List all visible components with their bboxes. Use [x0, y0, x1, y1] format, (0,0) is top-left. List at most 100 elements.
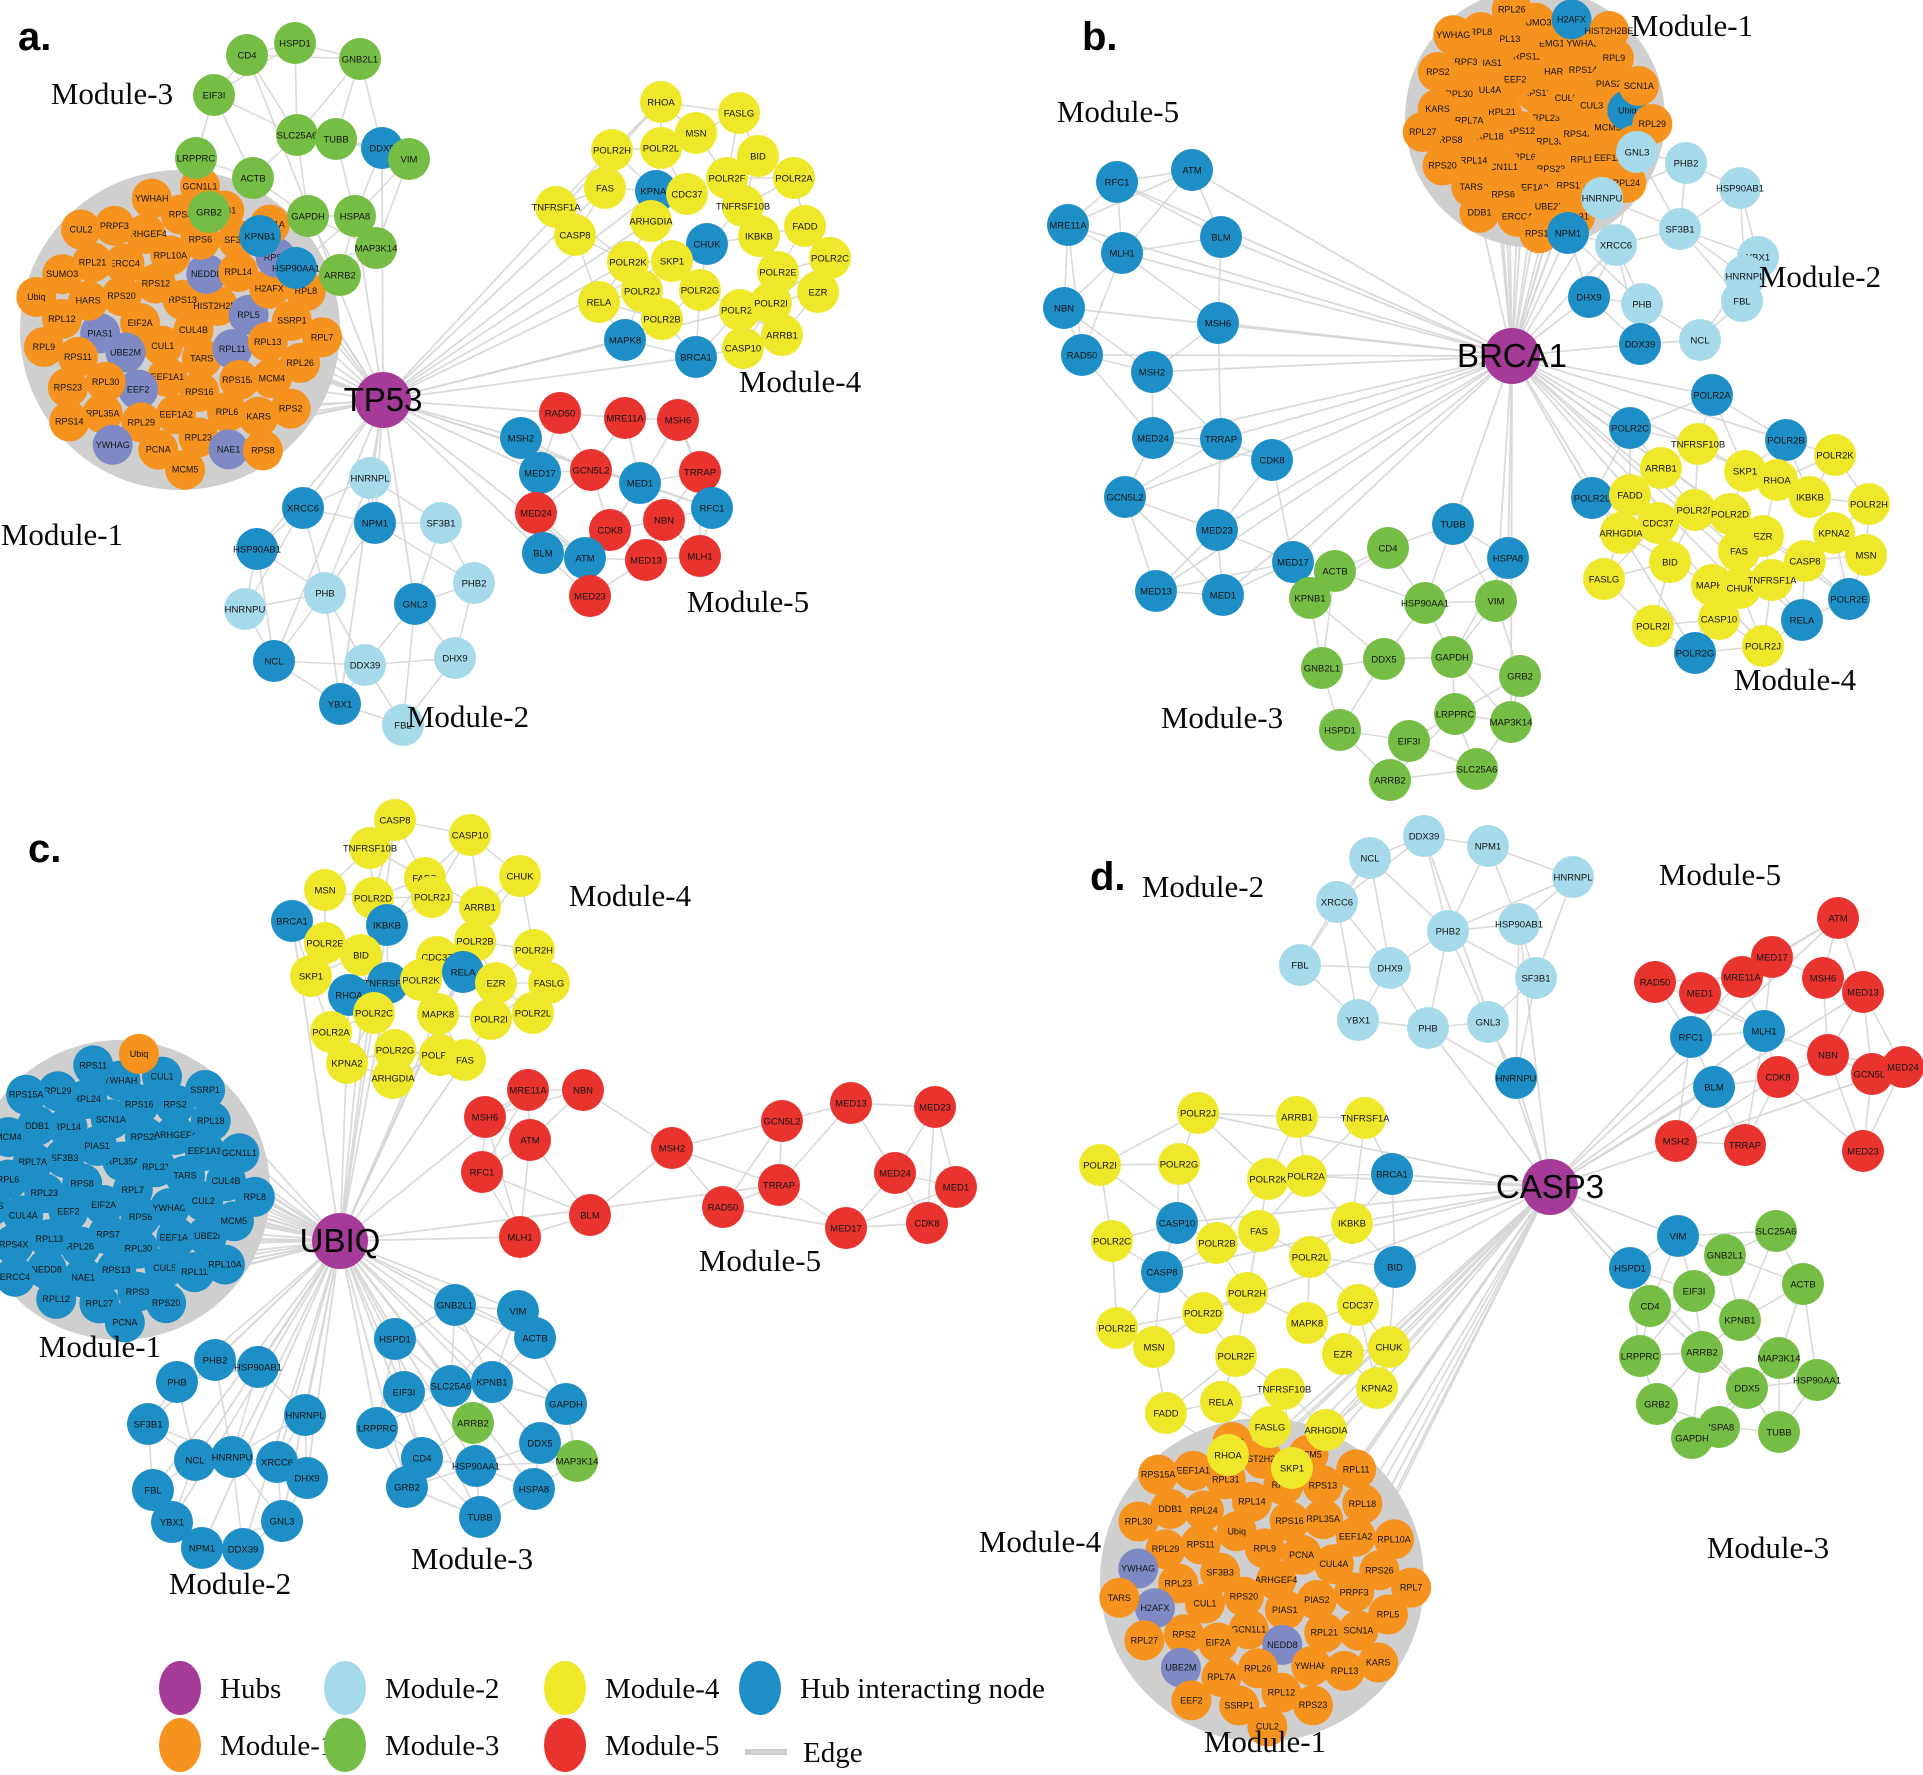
- svg-text:LRPPRC: LRPPRC: [177, 154, 216, 165]
- svg-text:POLR2A: POLR2A: [775, 174, 813, 185]
- svg-text:NCL: NCL: [185, 1456, 204, 1467]
- node-MED24: MED24: [1132, 417, 1174, 459]
- node-RPL27: RPL27: [1124, 1620, 1165, 1661]
- node-KPNB1: KPNB1: [239, 215, 281, 257]
- node-HSPA8: HSPA8: [1487, 537, 1529, 579]
- svg-text:POLR2I: POLR2I: [474, 1015, 508, 1026]
- svg-text:RFC1: RFC1: [1679, 1033, 1704, 1044]
- node-MED17: MED17: [1751, 936, 1793, 978]
- svg-text:POLR2J: POLR2J: [414, 893, 450, 904]
- svg-text:HSP90AA1: HSP90AA1: [1401, 599, 1449, 610]
- svg-text:TUBB: TUBB: [467, 1513, 492, 1524]
- svg-text:IKBKB: IKBKB: [1338, 1219, 1366, 1230]
- svg-text:DDX5: DDX5: [369, 144, 394, 155]
- svg-text:MSH6: MSH6: [1810, 974, 1836, 985]
- svg-text:ARHGDIA: ARHGDIA: [371, 1074, 415, 1085]
- svg-text:RPL13: RPL13: [1493, 34, 1521, 44]
- svg-text:SF3B3: SF3B3: [51, 1153, 79, 1163]
- node-HSP90AB1: HSP90AB1: [1716, 167, 1764, 209]
- svg-text:MED23: MED23: [1847, 1147, 1879, 1158]
- node-NAE1: NAE1: [208, 429, 249, 470]
- svg-text:FBL: FBL: [394, 721, 411, 732]
- svg-text:PHB2: PHB2: [1674, 159, 1699, 170]
- svg-text:RPS14: RPS14: [55, 416, 84, 426]
- svg-text:Ubiq: Ubiq: [1618, 105, 1637, 115]
- svg-text:RPS13: RPS13: [1309, 1480, 1338, 1490]
- node-BLM: BLM: [569, 1194, 611, 1236]
- node-NEDD8: NEDD8: [186, 253, 227, 294]
- svg-text:RPS2: RPS2: [1426, 67, 1450, 77]
- node-MCM4: MCM4: [0, 1117, 29, 1158]
- svg-text:EZR: EZR: [1754, 532, 1773, 543]
- svg-text:RPL18: RPL18: [1349, 1499, 1377, 1509]
- svg-text:CASP10: CASP10: [725, 344, 761, 355]
- node-HSPD1: HSPD1: [374, 1318, 416, 1360]
- svg-text:FASLG: FASLG: [1255, 1423, 1286, 1434]
- module-label-module-2-d: Module-2: [1142, 869, 1264, 904]
- node-MSH2: MSH2: [651, 1127, 693, 1169]
- svg-text:SF3B1: SF3B1: [426, 519, 455, 530]
- svg-text:NEDD8: NEDD8: [31, 1264, 62, 1274]
- svg-text:SLC25A6: SLC25A6: [431, 1382, 472, 1393]
- node-RPL21: RPL21: [1304, 1612, 1345, 1653]
- svg-text:MED17: MED17: [524, 469, 556, 480]
- node-GNL3: GNL3: [261, 1500, 303, 1542]
- svg-text:POLR2L: POLR2L: [1292, 1253, 1328, 1264]
- svg-text:MSN: MSN: [1855, 551, 1876, 562]
- svg-text:RHOA: RHOA: [647, 98, 675, 109]
- svg-text:Ubiq: Ubiq: [1227, 1526, 1246, 1536]
- svg-text:ARHGDIA: ARHGDIA: [1304, 1426, 1348, 1437]
- svg-text:MCM4: MCM4: [259, 373, 286, 383]
- svg-text:EZR: EZR: [1334, 1350, 1353, 1361]
- svg-text:RPS3: RPS3: [169, 210, 193, 220]
- svg-text:CASP10: CASP10: [1701, 615, 1737, 626]
- node-POLR2C: POLR2C: [1091, 1220, 1133, 1262]
- node-CASP8: CASP8: [374, 799, 416, 841]
- node-PHB: PHB: [1407, 1007, 1449, 1049]
- svg-text:RPS4X: RPS4X: [1563, 129, 1593, 139]
- svg-text:Edge: Edge: [803, 1737, 863, 1769]
- svg-text:DDX5: DDX5: [1371, 655, 1396, 666]
- svg-text:RPL6: RPL6: [1513, 152, 1536, 162]
- svg-text:CDK8: CDK8: [1765, 1073, 1790, 1084]
- svg-text:MCM5: MCM5: [221, 1216, 248, 1226]
- node-RPL26: RPL26: [1491, 0, 1532, 30]
- node-DHX9: DHX9: [1568, 276, 1610, 318]
- svg-text:RFC1: RFC1: [700, 504, 725, 515]
- svg-text:RPL7A: RPL7A: [1207, 1672, 1236, 1682]
- node-POLR2A: POLR2A: [1691, 374, 1733, 416]
- svg-text:HSP90AB1: HSP90AB1: [1716, 184, 1764, 195]
- svg-text:ACTB: ACTB: [240, 174, 265, 185]
- node-SCN1A: SCN1A: [1618, 65, 1659, 106]
- node-CASP10: CASP10: [1156, 1202, 1198, 1244]
- svg-text:GNB2L1: GNB2L1: [1304, 664, 1340, 675]
- node-MLH1: MLH1: [679, 535, 721, 577]
- node-RPL35A: RPL35A: [1303, 1499, 1344, 1540]
- node-POLR2J: POLR2J: [411, 876, 453, 918]
- node-EZR: EZR: [797, 271, 839, 313]
- svg-text:TNFRSF1A: TNFRSF1A: [531, 203, 581, 214]
- svg-text:RPL13: RPL13: [36, 1234, 64, 1244]
- svg-text:POLR2J: POLR2J: [1180, 1109, 1216, 1120]
- svg-text:MED24: MED24: [879, 1169, 911, 1180]
- svg-text:POLR2G: POLR2G: [1676, 649, 1715, 660]
- node-GRB2: GRB2: [386, 1466, 428, 1508]
- svg-text:RPL11: RPL11: [219, 344, 246, 354]
- node-BLM: BLM: [522, 532, 564, 574]
- svg-text:CUL4A: CUL4A: [9, 1211, 38, 1221]
- svg-text:RPL10A: RPL10A: [1377, 1534, 1411, 1544]
- legend-item-hubs: Hubs: [159, 1661, 281, 1715]
- node-ERCC4: ERCC4: [104, 243, 145, 284]
- node-CDC37: CDC37: [1637, 502, 1679, 544]
- node-RHOA: RHOA: [640, 81, 682, 123]
- svg-text:Module-3: Module-3: [385, 1730, 499, 1762]
- node-IKBKB: IKBKB: [1789, 476, 1831, 518]
- svg-text:ATM: ATM: [520, 1136, 539, 1147]
- node-CHUK: CHUK: [1719, 567, 1761, 609]
- node-layer: RPL23 RPS12 RPS13 RPL35A RPL21 CUL5 RPL6 EEF2 RP…: [1043, 0, 1890, 801]
- svg-text:MRE11A: MRE11A: [606, 414, 644, 425]
- node-RPL30: RPL30: [1118, 1501, 1159, 1542]
- svg-text:GCN5L2: GCN5L2: [1854, 1070, 1891, 1081]
- svg-text:KPNB1: KPNB1: [476, 1378, 507, 1389]
- node-RAD50: RAD50: [1061, 334, 1103, 376]
